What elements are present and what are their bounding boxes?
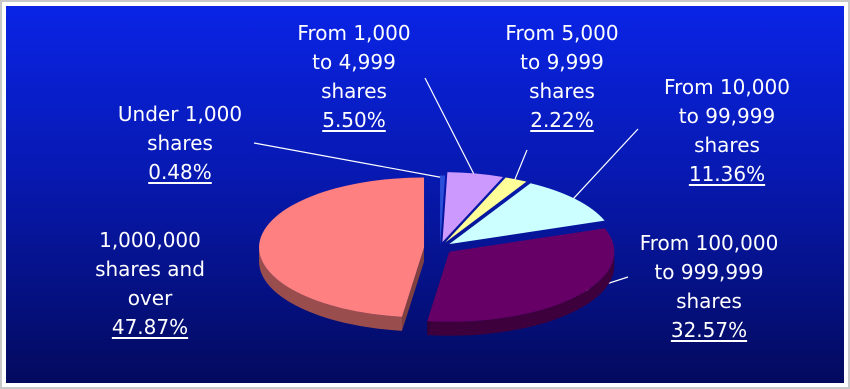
pie-slice-top	[427, 228, 615, 322]
label-line: shares	[321, 79, 387, 103]
value-label: 0.48%	[148, 160, 212, 184]
value-label: 47.87%	[111, 315, 189, 339]
pie-slice-top	[449, 183, 605, 245]
pie-slice-5000-9999	[445, 177, 527, 243]
label-1000000-over: 1,000,000 shares and over 47.87%	[65, 226, 235, 342]
label-line: shares	[529, 79, 595, 103]
label-1000-4999: From 1,000 to 4,999 shares 5.50%	[269, 19, 439, 135]
value-label: 32.57%	[670, 318, 748, 342]
pie-slice-top	[259, 177, 425, 317]
pie-slice-1000-4999	[442, 172, 503, 243]
leader-line-1000-4999	[424, 77, 476, 176]
label-line: to 4,999	[312, 50, 396, 74]
value-label: 5.50%	[322, 108, 386, 132]
label-line: Under 1,000	[117, 102, 243, 126]
value-label: 11.36%	[688, 162, 766, 186]
leader-line-10000-99999	[571, 128, 639, 201]
pie-slice-side	[427, 251, 615, 336]
value-label: 2.22%	[530, 108, 594, 132]
label-10000-99999: From 10,000 to 99,999 shares 11.36%	[642, 73, 812, 189]
leader-line-5000-9999	[513, 149, 528, 182]
pie-slice-10000-99999	[449, 183, 605, 245]
label-line: 1,000,000	[99, 228, 201, 252]
pie-slice-1000000-over	[259, 177, 425, 331]
label-line: From 5,000	[505, 21, 619, 45]
label-line: From 1,000	[297, 21, 411, 45]
pie-slice-top	[440, 175, 446, 246]
label-line: to 9,999	[520, 50, 604, 74]
pie-slice-under-1000	[440, 175, 446, 246]
label-line: to 99,999	[678, 104, 776, 128]
pie-slice-top	[442, 172, 503, 243]
pie-slices	[259, 172, 615, 336]
label-line: shares and	[95, 257, 205, 281]
pie-slice-100000-999999	[427, 228, 615, 336]
label-line: shares	[147, 131, 213, 155]
label-line: to 999,999	[654, 260, 764, 284]
pie-slice-side	[259, 247, 403, 331]
label-line: From 10,000	[664, 75, 790, 99]
leader-lines	[253, 77, 639, 296]
pie-slice-top	[445, 177, 527, 243]
leader-line-under-1000	[253, 142, 443, 179]
pie-slice-wall	[402, 247, 425, 331]
label-100000-999999: From 100,000 to 999,999 shares 32.57%	[624, 229, 794, 345]
label-line: shares	[676, 289, 742, 313]
label-line: shares	[694, 133, 760, 157]
label-under-1000: Under 1,000 shares 0.48%	[95, 100, 265, 187]
label-line: over	[127, 286, 173, 310]
label-line: From 100,000	[639, 231, 779, 255]
chart-background	[6, 6, 844, 383]
label-5000-9999: From 5,000 to 9,999 shares 2.22%	[477, 19, 647, 135]
